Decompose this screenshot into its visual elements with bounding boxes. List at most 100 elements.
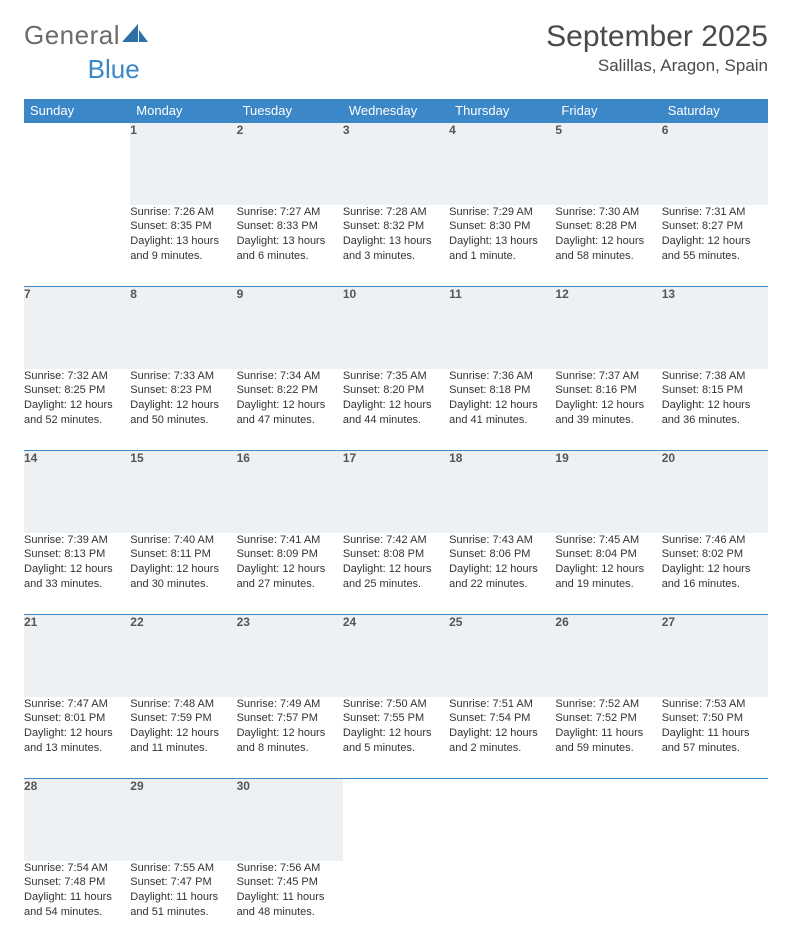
sunset-text: Sunset: 8:32 PM [343, 219, 449, 234]
daylight-text: Daylight: 12 hours [555, 234, 661, 249]
day-number-cell: 20 [662, 451, 768, 533]
sunrise-text: Sunrise: 7:33 AM [130, 369, 236, 384]
weekday-header: Sunday [24, 99, 130, 123]
day-info-cell: Sunrise: 7:48 AMSunset: 7:59 PMDaylight:… [130, 697, 236, 779]
sunrise-text: Sunrise: 7:31 AM [662, 205, 768, 220]
daylight-text: Daylight: 12 hours [449, 398, 555, 413]
day-info-cell [662, 861, 768, 943]
day-number-cell: 16 [237, 451, 343, 533]
daylight-text: Daylight: 12 hours [449, 726, 555, 741]
day-number-cell: 1 [130, 123, 236, 205]
day-number-cell: 19 [555, 451, 661, 533]
day-number-cell [24, 123, 130, 205]
day-number-cell [343, 779, 449, 861]
sunset-text: Sunset: 7:57 PM [237, 711, 343, 726]
daylight-text: and 50 minutes. [130, 413, 236, 428]
daylight-text: and 44 minutes. [343, 413, 449, 428]
sunset-text: Sunset: 7:55 PM [343, 711, 449, 726]
daylight-text: Daylight: 13 hours [130, 234, 236, 249]
weekday-header: Monday [130, 99, 236, 123]
daylight-text: Daylight: 12 hours [24, 398, 130, 413]
daylight-text: and 54 minutes. [24, 905, 130, 920]
day-number-row: 123456 [24, 123, 768, 205]
sunset-text: Sunset: 8:30 PM [449, 219, 555, 234]
sunrise-text: Sunrise: 7:38 AM [662, 369, 768, 384]
daylight-text: and 33 minutes. [24, 577, 130, 592]
day-number-cell: 3 [343, 123, 449, 205]
day-number-cell: 11 [449, 287, 555, 369]
daylight-text: and 25 minutes. [343, 577, 449, 592]
day-info-cell [343, 861, 449, 943]
sunrise-text: Sunrise: 7:51 AM [449, 697, 555, 712]
weekday-header-row: SundayMondayTuesdayWednesdayThursdayFrid… [24, 99, 768, 123]
sunset-text: Sunset: 7:45 PM [237, 875, 343, 890]
daylight-text: and 27 minutes. [237, 577, 343, 592]
day-number-cell: 22 [130, 615, 236, 697]
daylight-text: and 48 minutes. [237, 905, 343, 920]
daylight-text: Daylight: 12 hours [130, 398, 236, 413]
sunset-text: Sunset: 8:23 PM [130, 383, 236, 398]
day-info-cell: Sunrise: 7:51 AMSunset: 7:54 PMDaylight:… [449, 697, 555, 779]
day-info-cell: Sunrise: 7:34 AMSunset: 8:22 PMDaylight:… [237, 369, 343, 451]
sunrise-text: Sunrise: 7:49 AM [237, 697, 343, 712]
day-number-cell [555, 779, 661, 861]
day-number-cell: 17 [343, 451, 449, 533]
daylight-text: Daylight: 12 hours [662, 234, 768, 249]
day-info-cell: Sunrise: 7:35 AMSunset: 8:20 PMDaylight:… [343, 369, 449, 451]
calendar-table: SundayMondayTuesdayWednesdayThursdayFrid… [24, 99, 768, 943]
logo-text-2: Blue [88, 54, 140, 84]
sunrise-text: Sunrise: 7:54 AM [24, 861, 130, 876]
day-number-cell: 30 [237, 779, 343, 861]
sunset-text: Sunset: 8:20 PM [343, 383, 449, 398]
daylight-text: Daylight: 13 hours [237, 234, 343, 249]
logo: General [24, 20, 148, 51]
daylight-text: and 57 minutes. [662, 741, 768, 756]
daylight-text: Daylight: 12 hours [24, 726, 130, 741]
daylight-text: and 11 minutes. [130, 741, 236, 756]
day-info-cell: Sunrise: 7:47 AMSunset: 8:01 PMDaylight:… [24, 697, 130, 779]
sunset-text: Sunset: 7:52 PM [555, 711, 661, 726]
day-info-row: Sunrise: 7:26 AMSunset: 8:35 PMDaylight:… [24, 205, 768, 287]
daylight-text: and 9 minutes. [130, 249, 236, 264]
day-info-cell: Sunrise: 7:29 AMSunset: 8:30 PMDaylight:… [449, 205, 555, 287]
daylight-text: Daylight: 13 hours [449, 234, 555, 249]
sunset-text: Sunset: 8:33 PM [237, 219, 343, 234]
sunset-text: Sunset: 7:50 PM [662, 711, 768, 726]
weekday-header: Thursday [449, 99, 555, 123]
day-number-cell: 6 [662, 123, 768, 205]
daylight-text: Daylight: 12 hours [24, 562, 130, 577]
day-info-row: Sunrise: 7:39 AMSunset: 8:13 PMDaylight:… [24, 533, 768, 615]
day-info-cell: Sunrise: 7:38 AMSunset: 8:15 PMDaylight:… [662, 369, 768, 451]
sunrise-text: Sunrise: 7:37 AM [555, 369, 661, 384]
day-info-cell: Sunrise: 7:55 AMSunset: 7:47 PMDaylight:… [130, 861, 236, 943]
sunrise-text: Sunrise: 7:29 AM [449, 205, 555, 220]
logo-text-1: General [24, 20, 120, 51]
sunrise-text: Sunrise: 7:53 AM [662, 697, 768, 712]
day-info-cell: Sunrise: 7:52 AMSunset: 7:52 PMDaylight:… [555, 697, 661, 779]
day-number-cell: 23 [237, 615, 343, 697]
daylight-text: and 6 minutes. [237, 249, 343, 264]
sunrise-text: Sunrise: 7:55 AM [130, 861, 236, 876]
daylight-text: Daylight: 12 hours [343, 726, 449, 741]
day-number-cell: 28 [24, 779, 130, 861]
day-info-row: Sunrise: 7:47 AMSunset: 8:01 PMDaylight:… [24, 697, 768, 779]
day-info-cell: Sunrise: 7:31 AMSunset: 8:27 PMDaylight:… [662, 205, 768, 287]
sunset-text: Sunset: 8:18 PM [449, 383, 555, 398]
sunrise-text: Sunrise: 7:45 AM [555, 533, 661, 548]
day-number-cell: 8 [130, 287, 236, 369]
day-number-cell: 12 [555, 287, 661, 369]
day-number-cell: 9 [237, 287, 343, 369]
sunrise-text: Sunrise: 7:34 AM [237, 369, 343, 384]
sunset-text: Sunset: 8:22 PM [237, 383, 343, 398]
sunset-text: Sunset: 8:25 PM [24, 383, 130, 398]
sunset-text: Sunset: 7:59 PM [130, 711, 236, 726]
day-number-cell [662, 779, 768, 861]
daylight-text: and 8 minutes. [237, 741, 343, 756]
sunset-text: Sunset: 8:09 PM [237, 547, 343, 562]
day-info-cell: Sunrise: 7:46 AMSunset: 8:02 PMDaylight:… [662, 533, 768, 615]
day-number-cell: 29 [130, 779, 236, 861]
day-info-cell: Sunrise: 7:41 AMSunset: 8:09 PMDaylight:… [237, 533, 343, 615]
daylight-text: Daylight: 11 hours [555, 726, 661, 741]
day-info-cell [24, 205, 130, 287]
sunrise-text: Sunrise: 7:32 AM [24, 369, 130, 384]
